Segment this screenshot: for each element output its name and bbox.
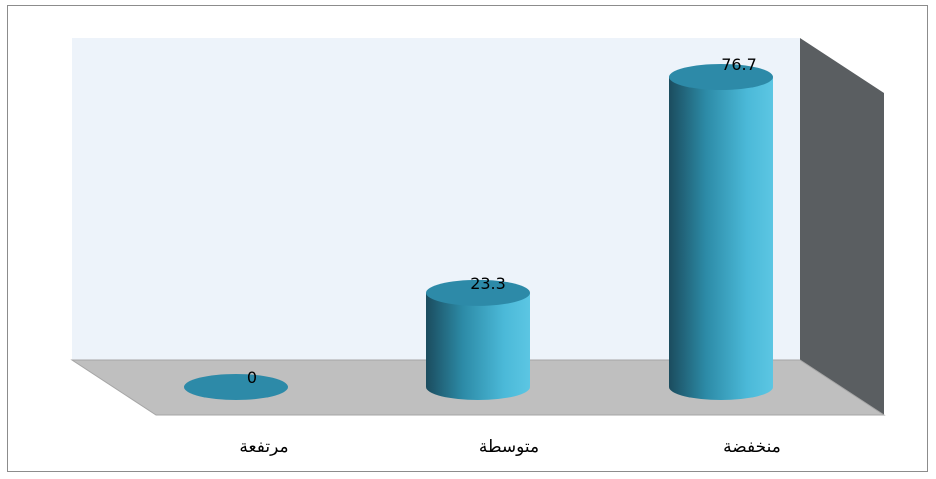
bar-top-medium bbox=[426, 279, 530, 306]
bar-low bbox=[669, 64, 773, 400]
category-label-high: مرتفعة bbox=[239, 437, 288, 457]
value-label-high: 0 bbox=[247, 368, 257, 387]
bar-high bbox=[184, 374, 288, 400]
bar-top-high bbox=[184, 374, 288, 400]
category-label-low: منخفضة bbox=[723, 437, 781, 457]
value-label-medium: 23.3 bbox=[470, 274, 506, 293]
bar-medium bbox=[426, 279, 530, 400]
back-wall bbox=[72, 38, 800, 360]
bar-body-medium bbox=[426, 292, 530, 400]
side-wall bbox=[800, 38, 884, 415]
bar-body-low bbox=[669, 77, 773, 400]
bar-top-low bbox=[669, 64, 773, 90]
value-label-low: 76.7 bbox=[721, 55, 757, 74]
category-label-medium: متوسطة bbox=[479, 437, 539, 457]
